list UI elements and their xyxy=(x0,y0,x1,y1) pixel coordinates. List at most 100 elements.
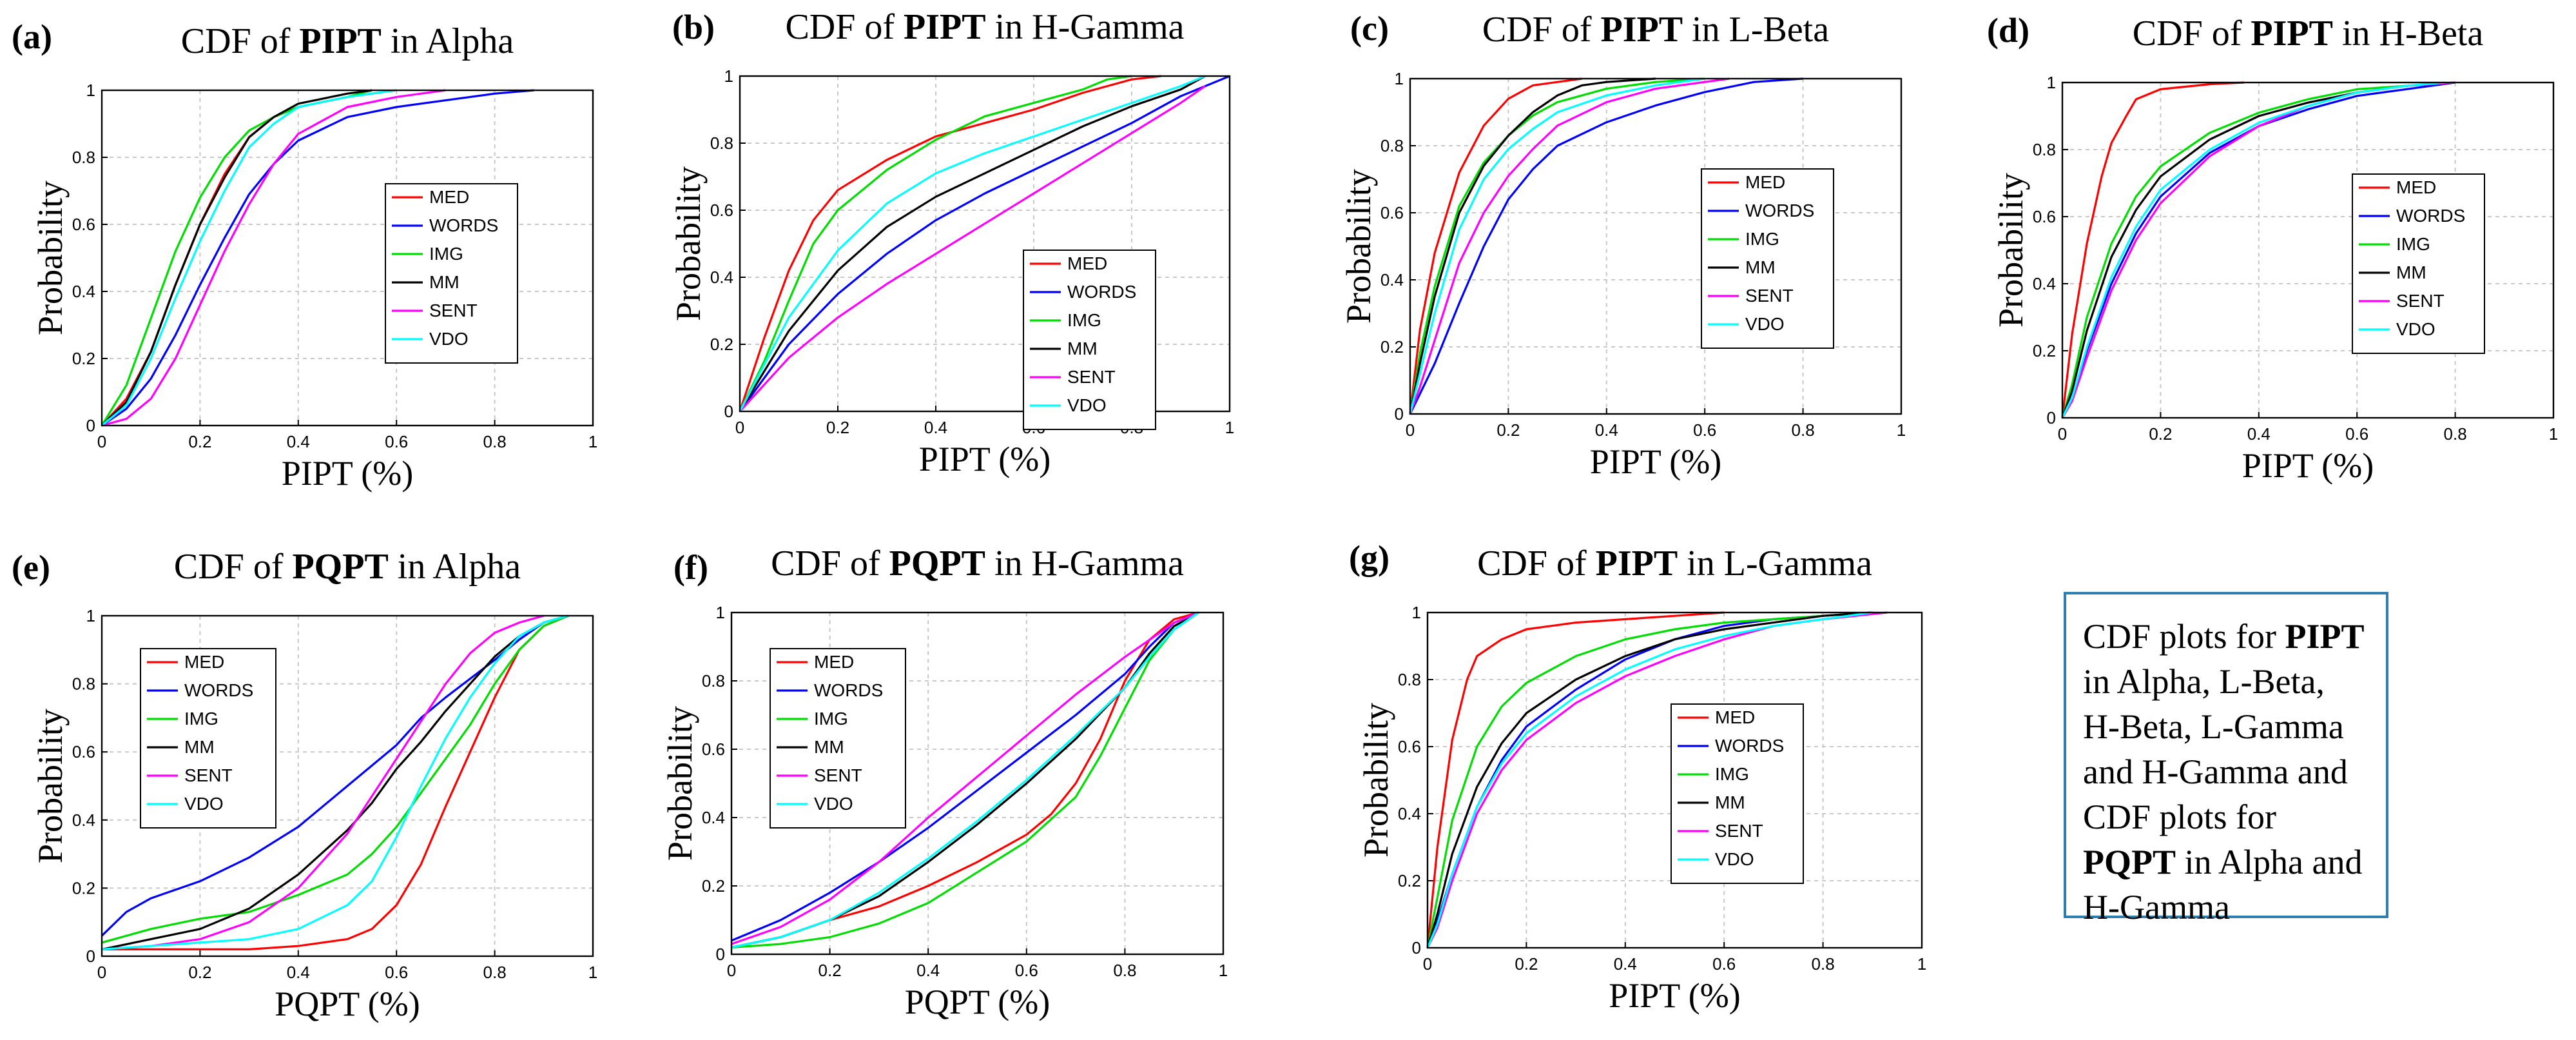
y-tick-label: 0.8 xyxy=(710,133,733,153)
y-tick-label: 0.2 xyxy=(72,349,95,368)
y-tick-label: 0.8 xyxy=(2033,140,2056,159)
legend-label-vdo: VDO xyxy=(429,329,469,349)
y-tick-label: 0.2 xyxy=(72,878,95,898)
legend-label-med: MED xyxy=(1745,172,1785,192)
legend-label-sent: SENT xyxy=(184,765,233,785)
series-line-vdo xyxy=(2061,81,2446,418)
legend-label-words: WORDS xyxy=(2396,206,2465,226)
panel-title-metric: PIPT xyxy=(299,21,382,61)
panel-letter: (f) xyxy=(673,548,708,587)
legend-label-med: MED xyxy=(2396,177,2436,197)
legend-label-mm: MM xyxy=(429,272,460,292)
panel-letter: (d) xyxy=(1987,11,2029,50)
y-axis-label: Probability xyxy=(1991,173,2030,328)
series-line-mm xyxy=(739,75,1206,412)
series-line-vdo xyxy=(731,611,1199,948)
legend-label-img: IMG xyxy=(1745,229,1779,249)
x-tick-label: 0.4 xyxy=(287,963,310,982)
panel-title: CDF of PIPT in L-Beta xyxy=(1482,10,1829,50)
y-tick-label: 0.2 xyxy=(1398,871,1421,890)
series-line-words xyxy=(731,611,1199,942)
legend: MED WORDS IMG MM SENT VDO xyxy=(1671,703,1804,884)
caption-bold-1: PIPT xyxy=(2285,617,2365,656)
x-tick-label: 0 xyxy=(1423,954,1432,974)
panel-title-metric: PIPT xyxy=(904,7,986,47)
x-tick-label: 0 xyxy=(735,418,744,437)
panel-title-suffix: in Alpha xyxy=(382,21,514,61)
legend: MED WORDS IMG MM SENT VDO xyxy=(140,648,276,829)
panel-d: 0 0.2 0.4 0.6 0.8 1 0 0.2 0.4 0.6 0.8 1 PIPT (%) Prob… xyxy=(1987,11,2558,485)
y-tick-label: 0 xyxy=(2047,408,2056,427)
panel-letter: (c) xyxy=(1350,9,1389,48)
x-tick-label: 0.2 xyxy=(2149,424,2172,444)
x-tick-label: 0.2 xyxy=(1515,954,1538,974)
y-tick-label: 1 xyxy=(716,603,725,622)
series-line-med xyxy=(2061,81,2244,418)
panel-title-prefix: CDF of xyxy=(174,547,293,587)
panel-letter: (b) xyxy=(672,8,715,46)
y-tick-label: 0.2 xyxy=(710,335,733,354)
x-axis-label: PIPT (%) xyxy=(919,440,1051,478)
axes-frame xyxy=(101,89,594,427)
x-tick-label: 0.4 xyxy=(287,432,310,451)
panel-title-metric: PQPT xyxy=(292,547,388,587)
legend-box xyxy=(1023,250,1156,430)
y-tick-label: 1 xyxy=(86,81,95,100)
legend-label-mm: MM xyxy=(1745,257,1776,277)
panel-title-metric: PQPT xyxy=(889,544,985,584)
legend-label-words: WORDS xyxy=(1067,282,1136,302)
y-tick-label: 0.8 xyxy=(1398,670,1421,689)
x-tick-label: 0.2 xyxy=(188,963,211,982)
legend-label-img: IMG xyxy=(184,709,218,729)
series-line-med xyxy=(739,75,1161,412)
series-line-words xyxy=(1409,77,1803,415)
x-tick-label: 0 xyxy=(97,963,106,982)
legend-label-sent: SENT xyxy=(814,765,862,785)
y-tick-label: 0.8 xyxy=(72,674,95,694)
series-line-words xyxy=(101,89,534,427)
series-line-img xyxy=(2061,81,2455,418)
y-tick-label: 0.6 xyxy=(710,201,733,220)
series-line-mm xyxy=(1409,77,1656,415)
panel-a: 0 0.2 0.4 0.6 0.8 1 0 0.2 0.4 0.6 0.8 1 PIPT (%) Prob… xyxy=(12,17,597,493)
legend-label-img: IMG xyxy=(1715,764,1749,784)
x-tick-label: 0.2 xyxy=(188,432,211,451)
legend-label-med: MED xyxy=(184,652,224,672)
x-tick-label: 0.4 xyxy=(1595,420,1618,440)
legend-label-img: IMG xyxy=(2396,234,2430,254)
series-line-vdo xyxy=(101,89,397,427)
x-tick-label: 0.6 xyxy=(1693,420,1716,440)
axes-frame xyxy=(101,614,594,957)
x-tick-label: 1 xyxy=(1897,420,1906,440)
y-tick-label: 1 xyxy=(1395,69,1404,88)
panel-title-suffix: in H-Gamma xyxy=(985,544,1184,584)
y-tick-label: 0.8 xyxy=(702,671,725,691)
legend-label-vdo: VDO xyxy=(1715,849,1754,869)
x-axis-label: PIPT (%) xyxy=(1609,976,1741,1015)
caption-text-1: CDF plots for xyxy=(2083,617,2285,656)
series-line-sent xyxy=(731,611,1199,945)
x-tick-label: 0.8 xyxy=(2444,424,2467,444)
x-tick-label: 0.4 xyxy=(1614,954,1637,974)
x-tick-label: 0.2 xyxy=(818,961,842,980)
panel-title: CDF of PIPT in H-Beta xyxy=(2133,14,2484,54)
legend-label-med: MED xyxy=(814,652,854,672)
x-axis-label: PQPT (%) xyxy=(275,985,420,1023)
y-tick-label: 0.4 xyxy=(72,282,95,301)
legend-label-vdo: VDO xyxy=(2396,319,2436,339)
series-line-words xyxy=(739,75,1230,412)
panel-title-metric: PIPT xyxy=(2251,14,2333,54)
y-axis-label: Probability xyxy=(31,709,70,863)
series-line-vdo xyxy=(739,75,1206,412)
x-tick-label: 0 xyxy=(1406,420,1415,440)
axes-frame xyxy=(2061,81,2555,419)
series-line-mm xyxy=(101,614,569,950)
x-tick-label: 0.8 xyxy=(483,432,507,451)
x-tick-label: 0.6 xyxy=(1015,961,1038,980)
series-line-img xyxy=(101,614,569,944)
legend-label-vdo: VDO xyxy=(1745,314,1785,334)
x-tick-label: 0.8 xyxy=(1792,420,1815,440)
legend-label-mm: MM xyxy=(2396,262,2426,282)
panel-title-prefix: CDF of xyxy=(785,7,904,47)
panel-title-prefix: CDF of xyxy=(1477,544,1596,584)
